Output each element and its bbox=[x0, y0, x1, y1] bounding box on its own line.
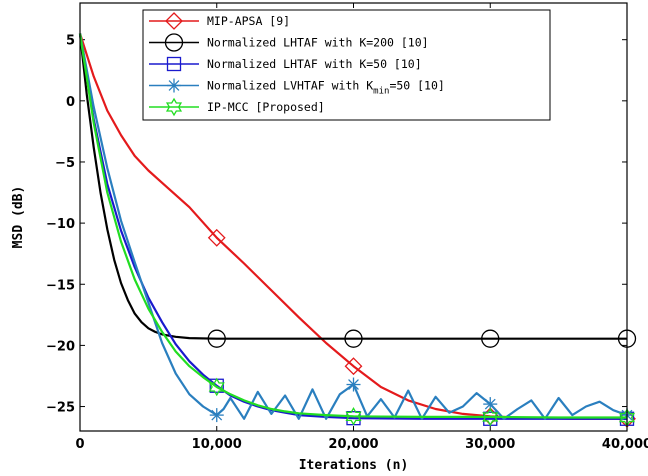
y-tick-label: −10 bbox=[46, 217, 75, 232]
series-line bbox=[78, 33, 627, 419]
x-tick-label: 20,000 bbox=[328, 437, 378, 452]
series-marker bbox=[482, 407, 499, 427]
tick-label-layer: 0 10,000 20,000 30,000 40,000 5 0 −5 −10 −15 −20 −2… bbox=[46, 34, 648, 452]
x-tick-label: 10,000 bbox=[192, 437, 242, 452]
series-marker bbox=[166, 56, 182, 72]
series-layer bbox=[78, 33, 637, 428]
series-marker bbox=[209, 408, 224, 423]
series-marker bbox=[165, 12, 183, 30]
legend-entry: MIP-APSA [9] bbox=[149, 12, 290, 30]
y-tick-label: 0 bbox=[66, 95, 75, 110]
series-marker bbox=[345, 407, 362, 426]
legend-label: MIP-APSA [9] bbox=[207, 14, 290, 28]
series-marker bbox=[165, 97, 183, 117]
legend-entry: IP-MCC [Proposed] bbox=[149, 97, 325, 117]
legend-box bbox=[142, 9, 551, 121]
x-tick-label: 30,000 bbox=[465, 437, 515, 452]
series-line bbox=[78, 33, 628, 420]
series-marker bbox=[208, 377, 225, 397]
series-marker bbox=[164, 33, 184, 52]
series-marker bbox=[344, 329, 363, 348]
series-marker bbox=[207, 228, 226, 247]
x-tick-label: 40,000 bbox=[602, 437, 648, 452]
series-marker bbox=[346, 377, 361, 392]
y-tick-label: −15 bbox=[46, 278, 75, 293]
legend-label: IP-MCC [Proposed] bbox=[207, 100, 325, 114]
series-marker bbox=[207, 329, 226, 348]
legend-label: Normalized LHTAF with K=50 [10] bbox=[207, 57, 422, 71]
series-marker bbox=[481, 329, 500, 348]
legend-entry: Normalized LHTAF with K=200 [10] bbox=[149, 33, 429, 52]
y-tick-label: 5 bbox=[66, 34, 75, 49]
legend: MIP-APSA [9] Normalized LHTAF with K=200 … bbox=[142, 9, 551, 121]
legend-label: Normalized LHTAF with K=200 [10] bbox=[207, 36, 429, 50]
legend-entry: Normalized LHTAF with K=50 [10] bbox=[149, 56, 422, 72]
series-marker bbox=[344, 357, 363, 376]
plot-area-frame bbox=[79, 2, 628, 432]
x-axis-label: Iterations (n) bbox=[299, 458, 409, 473]
series-line bbox=[78, 33, 627, 340]
series-marker bbox=[167, 78, 181, 93]
y-axis-label: MSD (dB) bbox=[11, 186, 26, 249]
y-tick-label: −25 bbox=[46, 401, 75, 416]
y-tick-label: −5 bbox=[55, 156, 75, 171]
x-tick-label: 0 bbox=[75, 437, 84, 452]
y-tick-label: −20 bbox=[46, 339, 75, 354]
